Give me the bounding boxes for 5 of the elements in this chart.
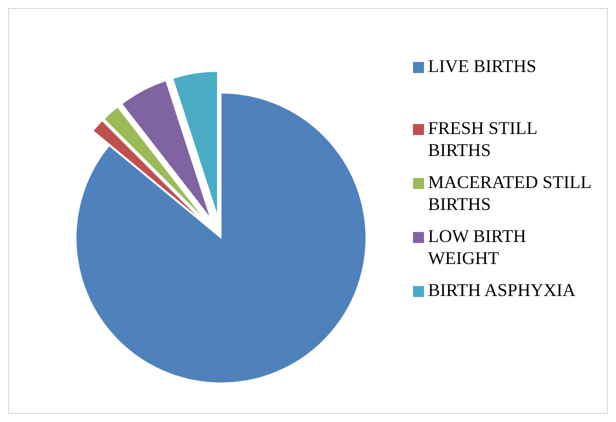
legend-label: MACERATED STILL BIRTHS: [428, 172, 592, 214]
legend-label: FRESH STILL BIRTHS: [428, 118, 538, 160]
legend-label: BIRTH ASPHYXIA: [428, 280, 576, 300]
legend-label: LOW BIRTH WEIGHT: [428, 226, 526, 268]
legend-label: LIVE BIRTHS: [428, 56, 536, 76]
